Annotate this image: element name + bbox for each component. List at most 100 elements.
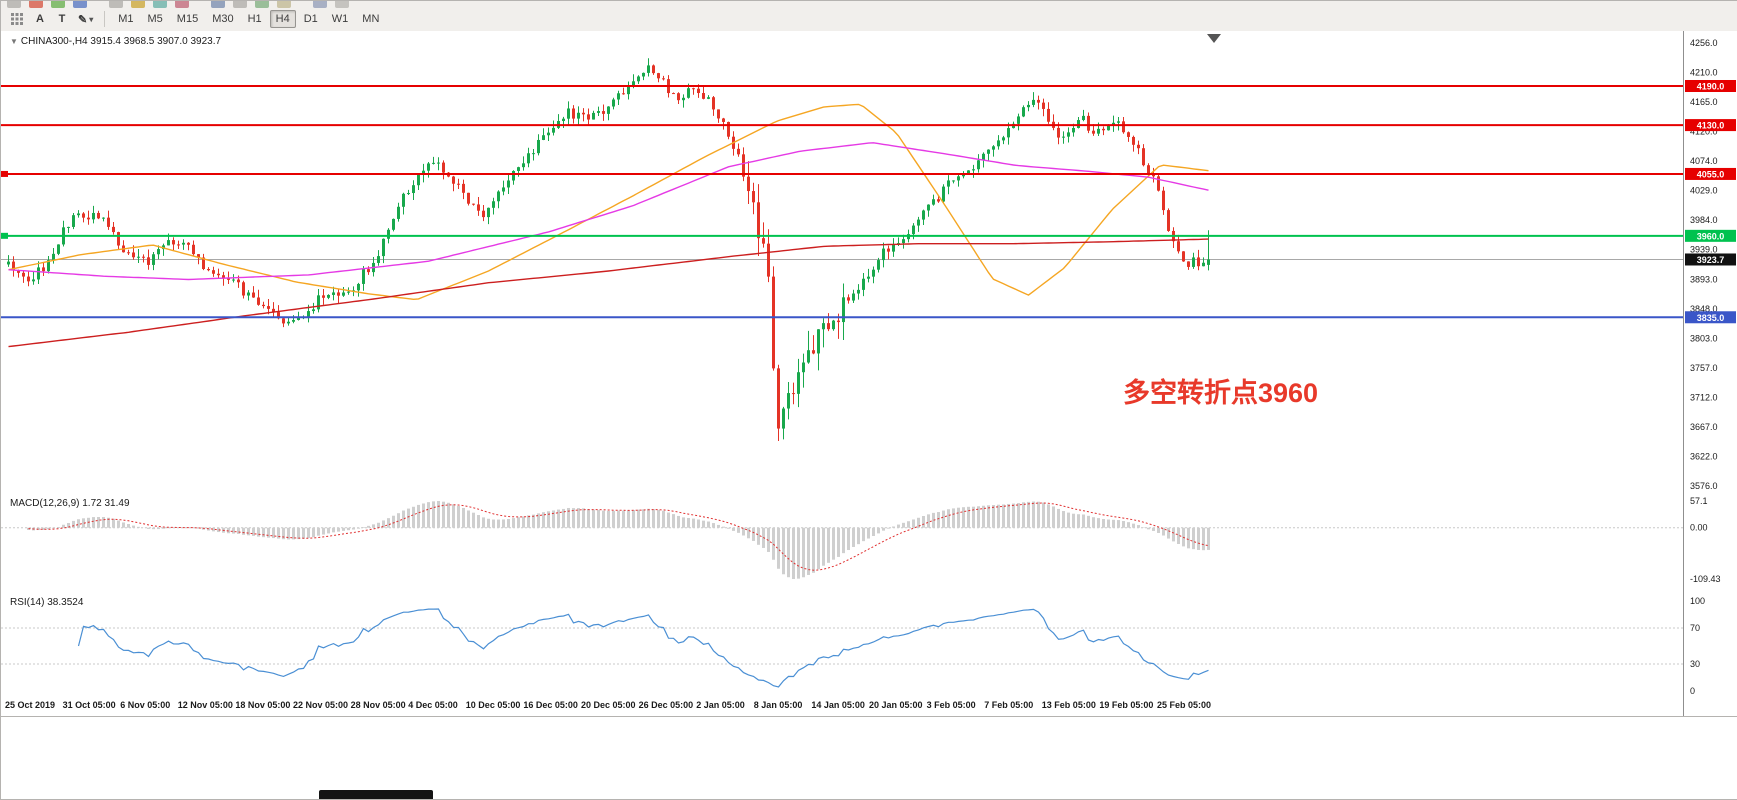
candle-body xyxy=(687,88,690,98)
price-axis-tick: 3667.0 xyxy=(1690,422,1718,432)
candle-body xyxy=(627,86,630,95)
candle-body xyxy=(877,260,880,270)
candle-body xyxy=(977,160,980,170)
candle-body xyxy=(1047,108,1050,122)
candle-body xyxy=(1062,136,1065,138)
candle-body xyxy=(762,238,765,244)
candle-body xyxy=(997,140,1000,147)
candle-body xyxy=(212,270,215,274)
clipped-toolbar-icon[interactable] xyxy=(29,1,43,8)
symbol-dropdown-icon[interactable]: ▼ xyxy=(10,37,18,46)
candle-body xyxy=(1057,127,1060,138)
candle-body xyxy=(642,72,645,77)
candle-body xyxy=(567,108,570,119)
candle-body xyxy=(1032,99,1035,105)
arrow-label-tool-button[interactable]: A xyxy=(30,9,50,29)
candle-body xyxy=(442,162,445,173)
candle-body xyxy=(187,242,190,245)
clipped-toolbar-icon[interactable] xyxy=(73,1,87,8)
hline-edge-marker[interactable] xyxy=(1,170,8,177)
candle-body xyxy=(772,276,775,369)
time-axis-label: 26 Dec 05:00 xyxy=(638,700,694,710)
candle-body xyxy=(742,154,745,177)
candle-body xyxy=(12,261,15,271)
candle-body xyxy=(882,248,885,261)
rsi-axis-label: 70 xyxy=(1690,623,1700,633)
candle-body xyxy=(1067,132,1070,137)
clipped-toolbar-icon[interactable] xyxy=(109,1,123,8)
clipped-toolbar-icon[interactable] xyxy=(313,1,327,8)
candle-body xyxy=(92,212,95,220)
timeframe-button-w1[interactable]: W1 xyxy=(326,10,355,28)
timeframe-button-m1[interactable]: M1 xyxy=(112,10,139,28)
time-axis-label: 7 Feb 05:00 xyxy=(984,700,1034,710)
time-axis-label: 25 Oct 2019 xyxy=(5,700,56,710)
candle-body xyxy=(777,368,780,429)
candle-body xyxy=(152,254,155,265)
candle-body xyxy=(1127,132,1130,137)
time-axis[interactable]: 25 Oct 2019 31 Oct 05:00 6 Nov 05:00 12 Nov… xyxy=(1,695,1737,717)
candle-body xyxy=(1087,115,1090,131)
candle-body xyxy=(1157,176,1160,191)
candle-body xyxy=(412,185,415,194)
annotation-text[interactable]: 多空转折点3960 xyxy=(1123,377,1318,408)
rsi-panel: 100 70 30 0 RSI(14) 38.3524 xyxy=(1,592,1737,696)
time-axis-label: 18 Nov 05:00 xyxy=(235,700,291,710)
clipped-toolbar-icon[interactable] xyxy=(233,1,247,8)
text-tool-button[interactable]: T xyxy=(52,9,72,29)
timeframe-button-h4[interactable]: H4 xyxy=(269,10,296,28)
clipped-toolbar-icon[interactable] xyxy=(131,1,145,8)
candle-body xyxy=(922,210,925,220)
price-tag xyxy=(1685,167,1736,180)
candle-body xyxy=(37,267,40,280)
candle-body xyxy=(807,350,810,363)
candle-body xyxy=(597,111,600,113)
clipped-toolbar-icon[interactable] xyxy=(51,1,65,8)
candle-body xyxy=(857,289,860,294)
candle-body xyxy=(757,202,760,239)
clipped-toolbar-icon[interactable] xyxy=(211,1,225,8)
clipped-toolbar-icon[interactable] xyxy=(153,1,167,8)
candle-body xyxy=(712,97,715,110)
candle-body xyxy=(282,318,285,324)
clipped-toolbar-icon[interactable] xyxy=(335,1,349,8)
timeframe-button-m5[interactable]: M5 xyxy=(142,10,169,28)
timeframe-button-mn[interactable]: MN xyxy=(356,10,385,28)
candle-body xyxy=(107,217,110,227)
timeframe-button-h1[interactable]: H1 xyxy=(242,10,268,28)
timeframe-button-m15[interactable]: M15 xyxy=(171,10,204,28)
time-axis-label: 22 Nov 05:00 xyxy=(293,700,349,710)
candle-body xyxy=(192,244,195,255)
timeframe-button-m30[interactable]: M30 xyxy=(206,10,239,28)
candle-body xyxy=(692,88,695,90)
candle-body xyxy=(202,257,205,270)
chart-shift-marker[interactable] xyxy=(1207,34,1221,43)
candle-body xyxy=(862,278,865,290)
candle-body xyxy=(22,272,25,277)
price-axis-tick: 4120.0 xyxy=(1690,127,1718,137)
candle-body xyxy=(1122,121,1125,133)
draw-tool-dropdown[interactable]: ✎ ▾ xyxy=(74,9,97,29)
clipped-toolbar-icon[interactable] xyxy=(175,1,189,8)
candle-body xyxy=(1027,104,1030,108)
candle-body xyxy=(457,183,460,185)
candle-body xyxy=(677,93,680,101)
price-chart-canvas[interactable]: 4256.0 4210.0 4165.0 4120.0 4074.0 4029.0 3984… xyxy=(1,31,1737,493)
candle-body xyxy=(452,176,455,184)
indicators-grid-icon[interactable] xyxy=(6,9,28,29)
candle-body xyxy=(317,295,320,310)
price-axis-tick: 3576.0 xyxy=(1690,481,1718,491)
candle-body xyxy=(137,256,140,258)
candle-body xyxy=(562,118,565,122)
hline-edge-marker[interactable] xyxy=(1,232,8,239)
clipped-toolbar-icon[interactable] xyxy=(277,1,291,8)
candle-body xyxy=(657,73,660,79)
candle-body xyxy=(467,192,470,204)
candle-body xyxy=(582,112,585,115)
candle-body xyxy=(242,282,245,296)
clipped-toolbar-icon[interactable] xyxy=(255,1,269,8)
timeframe-button-d1[interactable]: D1 xyxy=(298,10,324,28)
clipped-toolbar-icon[interactable] xyxy=(7,1,21,8)
candle-body xyxy=(197,254,200,258)
candle-body xyxy=(322,295,325,298)
